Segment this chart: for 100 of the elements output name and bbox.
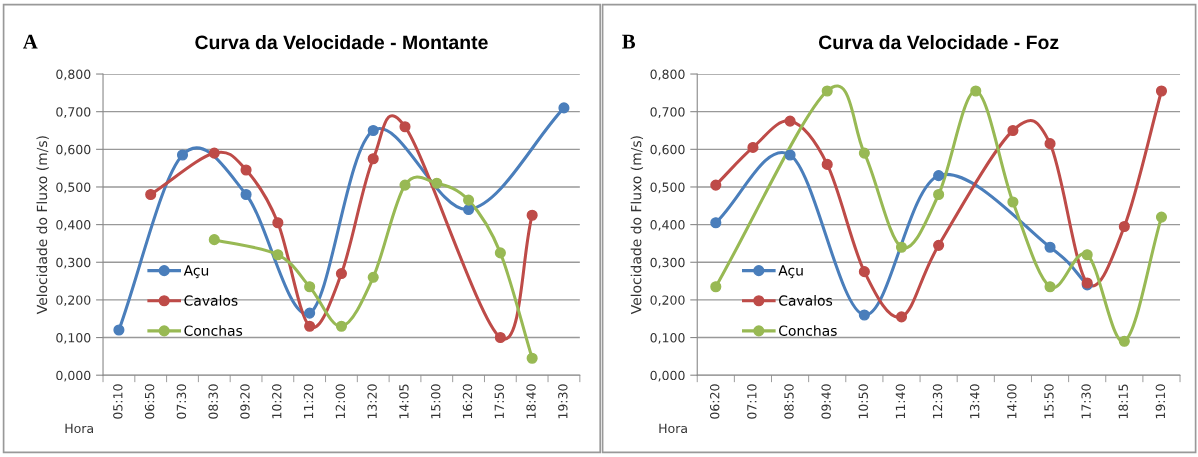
point [145,188,157,201]
point [335,320,347,332]
x-tick-label: 13:40 [969,384,980,419]
x-tick-label: 09:40 [821,384,831,419]
point [208,147,220,159]
point [304,320,316,332]
point [895,311,908,323]
legend-label: Cavalos [184,295,238,306]
y-tick-label: 0,200 [650,295,685,307]
point [113,324,125,336]
point [558,102,570,114]
point [1155,211,1168,223]
text: B [622,34,636,49]
point [176,149,189,161]
point [1044,281,1056,293]
x-tick-label: 15:00 [430,384,441,419]
x-tick-label: 06:20 [709,384,720,419]
x-tick-label: 17:30 [1081,384,1091,419]
point [367,124,379,137]
y-tick-label: 0,000 [56,370,91,382]
y-tick-label: 0,500 [650,182,685,194]
x-tick-label: 10:20 [272,384,282,419]
y-tick-label: 0,400 [650,220,685,231]
point [821,158,833,170]
point [933,239,945,251]
x-tick-label: 15:50 [1044,384,1054,419]
x-tick-label: 12:30 [932,384,943,419]
x-tick-label: 11:40 [895,384,906,419]
y-tick-label: 0,800 [650,69,685,81]
point [208,234,220,246]
point [895,241,908,253]
x-axis-title: Hora [65,423,93,434]
legend-label: Cavalos [779,295,833,306]
legend-label: Conchas [779,325,837,336]
point [1081,249,1093,261]
x-tick-label: 16:20 [462,384,473,419]
point [304,307,316,319]
x-tick-label: 18:15 [1118,384,1128,419]
y-tick-label: 0,600 [56,144,91,156]
point [933,170,945,182]
point [526,209,538,221]
point [463,204,475,216]
point [431,177,443,189]
x-tick-label: 18:40 [526,384,536,419]
y-tick-label: 0,700 [650,107,685,118]
point [463,194,475,206]
point [710,217,722,229]
y-tick-label: 0,800 [56,69,91,81]
chart-title: Curva da Velocidade - Foz [818,34,1059,50]
point [1007,124,1019,137]
x-tick-label: 08:50 [784,384,794,419]
point [821,85,833,97]
point [1118,335,1130,347]
legend-label: Açu [778,265,803,279]
y-tick-label: 0,700 [56,107,91,118]
x-tick-label: 07:30 [176,384,187,419]
point [399,121,411,133]
y-tick-label: 0,500 [56,182,91,194]
x-tick-label: 05:10 [113,384,123,419]
y-axis-title: Velocidade do Fluxo (m/s) [630,136,644,315]
x-tick-label: 14:00 [1007,384,1017,419]
point [272,217,284,229]
y-tick-label: 0,100 [56,333,91,344]
point [240,188,252,201]
point [970,85,982,97]
point [304,281,316,293]
x-tick-label: 14:05 [399,384,409,419]
x-tick-label: 09:20 [240,384,250,419]
x-tick-label: 10:50 [858,384,868,419]
y-tick-label: 0,100 [650,333,685,344]
y-tick-label: 0,600 [650,144,685,156]
y-tick-label: 0,300 [56,257,91,269]
point [933,188,945,201]
point [367,271,379,283]
legend-label: Açu [183,265,209,279]
point [710,179,722,191]
point [858,266,870,278]
point [710,281,722,293]
y-tick-label: 0,400 [56,220,91,231]
legend-label: Conchas [184,325,243,336]
point [784,149,796,161]
y-tick-label: 0,300 [650,257,685,269]
text: A [22,34,38,49]
point [747,141,759,153]
x-tick-label: 06:50 [144,384,155,419]
point [1044,138,1056,150]
x-tick-label: 13:20 [367,384,377,419]
point [367,153,379,165]
point [1155,85,1168,97]
x-tick-label: 11:20 [303,384,314,419]
x-tick-label: 12:00 [335,384,346,419]
point [858,309,870,321]
point [272,249,284,261]
y-tick-label: 0,200 [56,295,91,307]
y-axis-title: Velocidade do Fluxo (m/s) [36,136,49,315]
x-tick-label: 19:10 [1155,384,1166,419]
point [1044,241,1056,253]
x-tick-label: 19:30 [558,384,568,419]
x-tick-label: 08:30 [208,384,218,419]
point [1118,220,1130,233]
